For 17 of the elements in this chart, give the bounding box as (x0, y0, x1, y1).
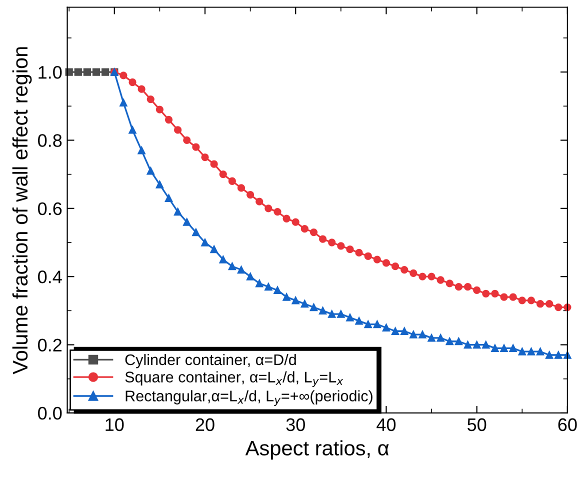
x-tick-label: 20 (196, 418, 214, 432)
x-tick-label: 40 (376, 418, 396, 432)
y-tick-label: 0.8 (38, 134, 62, 147)
legend-label: Cylinder container, α=D/d (125, 354, 296, 368)
x-axis-title: Aspect ratios, α (245, 440, 389, 460)
legend-label: Rectangular,α=L$_{x}$/d, L$_{y}$=+∞(periodic) (126, 390, 372, 406)
y-axis-title: Volume fraction of wall effect region (12, 47, 32, 374)
legend-label: Square container, α=L$_{x}$/d, L$_{y}$=L$_{x}$ (125, 371, 344, 388)
x-tick-label: 60 (558, 418, 577, 432)
y-tick-label: 1.0 (38, 66, 62, 79)
x-tick-label: 10 (106, 418, 124, 432)
y-tick-label: 0.0 (38, 406, 62, 420)
y-tick-label: 0.6 (38, 202, 62, 216)
y-tick-label: 0.4 (38, 270, 62, 284)
x-tick-label: 50 (468, 418, 486, 432)
y-tick-label: 0.2 (38, 338, 62, 352)
x-tick-label: 30 (286, 418, 305, 432)
